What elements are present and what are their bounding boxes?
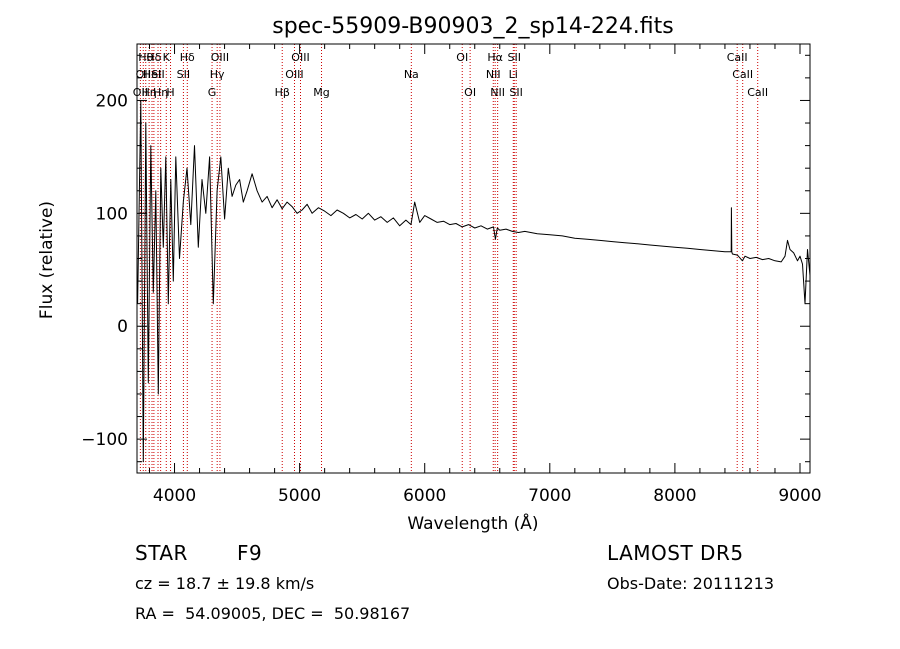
object-subclass: F9 bbox=[237, 541, 263, 565]
line-label: SII bbox=[508, 51, 521, 64]
line-label: Hγ bbox=[210, 68, 225, 81]
x-axis: 4000 5000 6000 7000 8000 9000 bbox=[149, 44, 822, 506]
survey-name: LAMOST DR5 bbox=[607, 541, 744, 565]
spectrum-line bbox=[137, 99, 811, 463]
y-tick-label: −100 bbox=[81, 430, 128, 450]
x-tick-label: 8000 bbox=[653, 486, 696, 506]
line-label: Na bbox=[404, 68, 419, 81]
line-label: CaII bbox=[732, 68, 753, 81]
line-label: OIII bbox=[285, 68, 303, 81]
x-axis-label: Wavelength (Å) bbox=[407, 512, 538, 534]
y-axis: −100 0 100 200 bbox=[81, 54, 810, 463]
plot-frame bbox=[136, 43, 811, 474]
y-tick-label: 200 bbox=[96, 91, 128, 111]
line-label: Hη bbox=[142, 86, 157, 99]
line-label: Hα bbox=[487, 51, 503, 64]
chart-title: spec-55909-B90903_2_sp14-224.fits bbox=[272, 14, 674, 39]
line-label: Li bbox=[509, 68, 518, 81]
line-label: NII bbox=[490, 86, 505, 99]
x-tick-label: 7000 bbox=[528, 486, 571, 506]
y-tick-label: 100 bbox=[96, 204, 128, 224]
redshift-readout: cz = 18.7 ± 19.8 km/s bbox=[135, 574, 315, 593]
x-tick-label: 6000 bbox=[403, 486, 446, 506]
line-label: Hη bbox=[153, 86, 168, 99]
line-label: Hδ bbox=[146, 51, 161, 64]
line-label: K bbox=[163, 51, 171, 64]
y-tick-label: 0 bbox=[117, 317, 128, 337]
object-class: STAR bbox=[135, 541, 188, 565]
line-label: Hθ bbox=[138, 51, 153, 64]
line-label: OIII bbox=[211, 51, 229, 64]
line-label: OI bbox=[456, 51, 468, 64]
y-axis-label: Flux (relative) bbox=[37, 201, 57, 319]
x-tick-label: 4000 bbox=[153, 486, 196, 506]
line-label: NII bbox=[486, 68, 501, 81]
line-label: OI bbox=[464, 86, 476, 99]
line-label: Hβ bbox=[275, 86, 290, 99]
line-label: OIII bbox=[291, 51, 309, 64]
coordinates: RA = 54.09005, DEC = 50.98167 bbox=[135, 604, 411, 623]
line-label: G bbox=[208, 86, 217, 99]
line-labels: OIIOIIHθHηHeIHδSIIHηKHSIIHδGHγOIIIHβOIII… bbox=[133, 51, 768, 99]
line-label: CaII bbox=[747, 86, 768, 99]
line-label: SII bbox=[509, 86, 522, 99]
obs-date: Obs-Date: 20111213 bbox=[607, 574, 775, 593]
line-label: H bbox=[166, 86, 174, 99]
line-markers bbox=[139, 44, 759, 473]
line-label: CaII bbox=[727, 51, 748, 64]
x-tick-label: 9000 bbox=[778, 486, 821, 506]
spectrum-series bbox=[137, 99, 811, 463]
x-tick-label: 5000 bbox=[278, 486, 321, 506]
line-label: Hδ bbox=[180, 51, 195, 64]
line-label: SII bbox=[177, 68, 190, 81]
line-label: HeI bbox=[143, 68, 161, 81]
line-label: SII bbox=[151, 68, 164, 81]
line-label: Mg bbox=[313, 86, 329, 99]
